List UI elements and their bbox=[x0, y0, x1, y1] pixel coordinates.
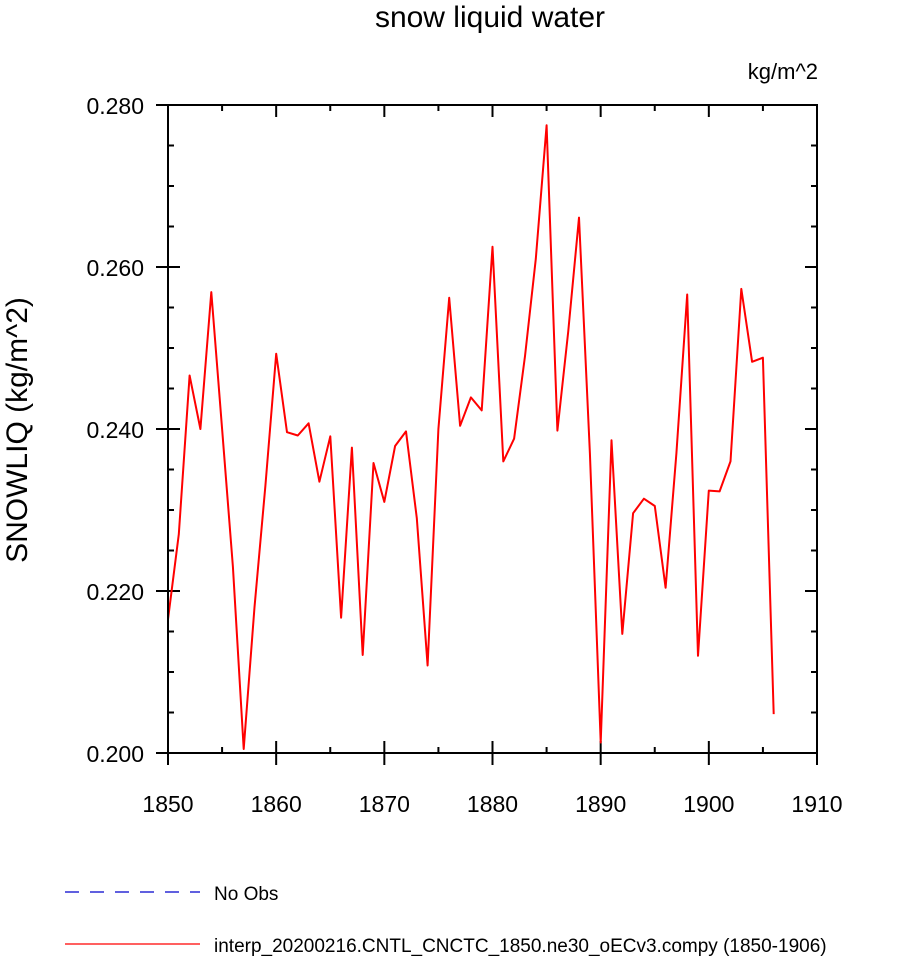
chart-title: snow liquid water bbox=[375, 1, 605, 34]
y-tick-label: 0.220 bbox=[86, 579, 144, 605]
x-tick-label: 1880 bbox=[467, 791, 518, 817]
y-axis-label: SNOWLIQ (kg/m^2) bbox=[1, 297, 34, 563]
x-tick-label: 1890 bbox=[575, 791, 626, 817]
y-tick-label: 0.240 bbox=[86, 417, 144, 443]
series-line bbox=[167, 124, 775, 750]
units-label: kg/m^2 bbox=[748, 59, 818, 84]
legend-label-model: interp_20200216.CNTL_CNCTC_1850.ne30_oEC… bbox=[214, 936, 827, 957]
tick-labels: 1850 1860 1870 1880 1890 1900 1910 0.200 0.220 0.… bbox=[86, 93, 842, 817]
x-tick-label: 1860 bbox=[251, 791, 302, 817]
plot-frame bbox=[167, 104, 818, 754]
y-tick-label: 0.260 bbox=[86, 255, 144, 281]
legend-label-no-obs: No Obs bbox=[214, 884, 278, 905]
x-tick-label: 1850 bbox=[142, 791, 193, 817]
axis-ticks bbox=[156, 104, 818, 765]
y-tick-label: 0.200 bbox=[86, 741, 144, 767]
x-tick-label: 1900 bbox=[683, 791, 734, 817]
series-layer bbox=[167, 124, 775, 750]
x-tick-label: 1910 bbox=[791, 791, 842, 817]
x-tick-label: 1870 bbox=[359, 791, 410, 817]
y-tick-label: 0.280 bbox=[86, 93, 144, 119]
